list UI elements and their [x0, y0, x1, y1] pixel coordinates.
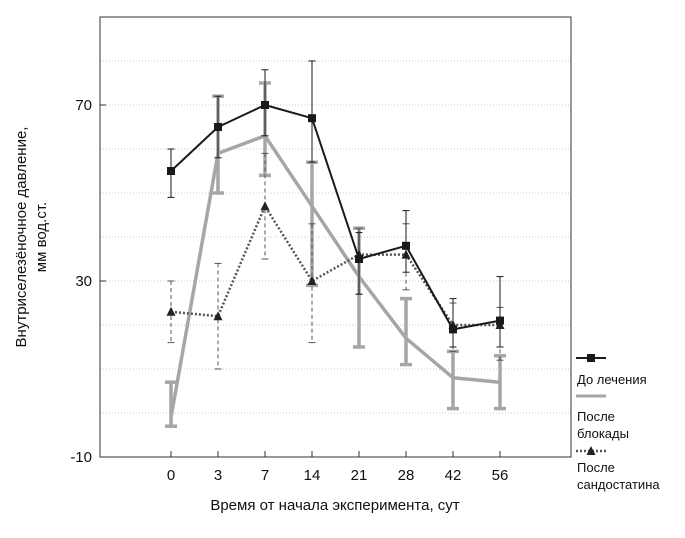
legend-swatch-marker — [589, 394, 593, 398]
series-1 — [167, 60, 504, 348]
x-tick-label: 3 — [214, 467, 222, 484]
series-line — [170, 204, 500, 327]
legend: До лечения После блокады После сандостатина — [576, 354, 660, 492]
series-line — [169, 134, 501, 418]
data-point — [310, 204, 314, 208]
plot-frame — [99, 16, 572, 458]
y-tick-label: 30 — [75, 273, 92, 290]
data-point — [260, 201, 270, 211]
legend-label: После — [577, 460, 615, 475]
x-tick-label: 56 — [492, 467, 509, 484]
y-axis-label-line2: мм вод.ст. — [33, 202, 50, 272]
data-point — [213, 311, 223, 321]
x-tick-label: 7 — [261, 467, 269, 484]
data-point — [404, 336, 408, 340]
x-tick-label: 42 — [445, 467, 462, 484]
legend-swatch-marker — [587, 354, 595, 362]
data-point — [451, 376, 455, 380]
y-tick-label: 70 — [75, 97, 92, 114]
data-point — [169, 415, 173, 419]
x-tick-label: 14 — [304, 467, 321, 484]
legend-label: блокады — [577, 426, 629, 441]
x-tick-label: 28 — [398, 467, 415, 484]
data-point — [307, 276, 317, 285]
y-axis-label-line1: Внутриселезёночное давление, — [13, 127, 30, 348]
axis-ticks: -10 30 70 0 3 7 14 21 28 42 56 — [70, 97, 508, 484]
y-tick-label: -10 — [70, 449, 92, 466]
data-point — [214, 123, 222, 131]
data-point — [496, 316, 504, 325]
legend-label: До лечения — [577, 372, 647, 387]
x-tick-label: 0 — [167, 467, 175, 484]
series-line — [170, 104, 501, 331]
data-point — [308, 114, 316, 123]
series-2 — [165, 81, 506, 428]
data-point — [166, 306, 176, 316]
data-point — [355, 255, 363, 263]
series-group — [165, 60, 506, 428]
y-axis-label: Внутриселезёночное давление, мм вод.ст. — [13, 127, 50, 348]
x-axis-label: Время от начала эксперимента, сут — [210, 497, 459, 514]
legend-swatch-marker — [586, 446, 596, 455]
data-point — [167, 167, 175, 175]
data-point — [402, 241, 410, 250]
x-tick-label: 21 — [351, 467, 368, 484]
legend-label: сандостатина — [577, 477, 660, 492]
data-point — [498, 380, 502, 384]
data-point — [449, 325, 457, 334]
data-point — [261, 101, 269, 109]
legend-label: После — [577, 409, 615, 424]
